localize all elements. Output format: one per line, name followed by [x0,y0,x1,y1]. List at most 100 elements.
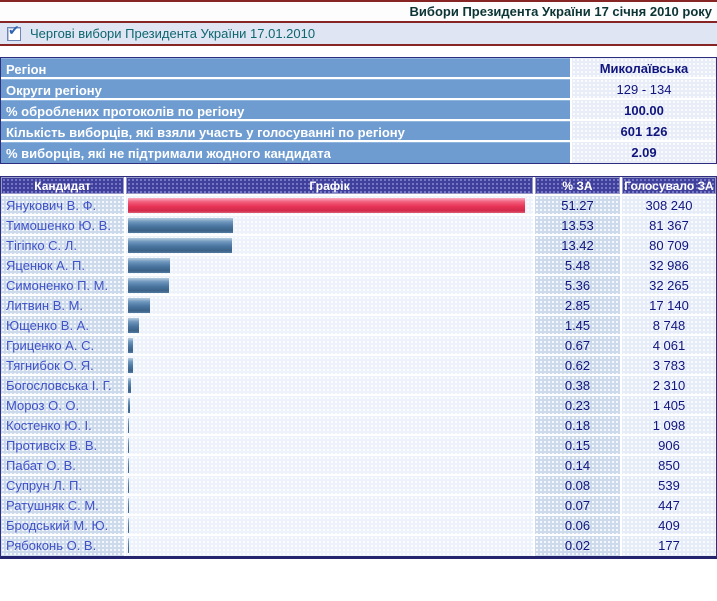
graph-cell [126,216,533,234]
votes-value: 32 986 [622,256,716,274]
candidate-name-link[interactable]: Симоненко П. М. [1,276,124,294]
column-separator [620,476,622,494]
header-rule [0,21,717,23]
column-separator [124,316,126,334]
column-separator [124,536,126,556]
votes-value: 308 240 [622,196,716,214]
percent-value: 0.62 [535,356,620,374]
column-header-graph: Графік [126,177,533,194]
results-row: Симоненко П. М. 5.36 32 265 [1,276,716,296]
column-separator [620,196,622,214]
votes-value: 4 061 [622,336,716,354]
page-title: Вибори Президента України 17 січня 2010 … [409,4,712,19]
graph-cell [126,256,533,274]
column-separator [533,177,535,194]
column-separator [124,476,126,494]
candidate-name-link[interactable]: Костенко Ю. І. [1,416,124,434]
candidate-name-link[interactable]: Ратушняк С. М. [1,496,124,514]
percent-value: 0.18 [535,416,620,434]
candidate-name-link[interactable]: Ющенко В. А. [1,316,124,334]
result-bar [128,318,140,333]
result-bar [128,258,171,273]
column-separator [533,396,535,414]
result-bar [128,398,130,413]
region-row-label: % оброблених протоколів по регіону [1,100,570,119]
percent-value: 1.45 [535,316,620,334]
election-checkbox[interactable]: ✔ [7,23,21,41]
votes-value: 17 140 [622,296,716,314]
candidate-name-link[interactable]: Противсіх В. В. [1,436,124,454]
column-separator [124,177,126,194]
column-separator [533,316,535,334]
results-header-row: Кандидат Графік % ЗА Голосувало ЗА [1,177,716,196]
top-rule [0,0,717,2]
candidate-name-link[interactable]: Литвин В. М. [1,296,124,314]
column-separator [124,336,126,354]
results-row: Богословська І. Г. 0.38 2 310 [1,376,716,396]
candidate-name-link[interactable]: Рябоконь О. В. [1,536,124,556]
results-row: Гриценко А. С. 0.67 4 061 [1,336,716,356]
column-separator [533,516,535,534]
results-row: Тігіпко С. Л. 13.42 80 709 [1,236,716,256]
votes-value: 3 783 [622,356,716,374]
candidate-name-link[interactable]: Супрун Л. П. [1,476,124,494]
candidate-name-link[interactable]: Богословська І. Г. [1,376,124,394]
column-separator [533,456,535,474]
candidate-name-link[interactable]: Бродський М. Ю. [1,516,124,534]
column-separator [124,196,126,214]
results-row: Ратушняк С. М. 0.07 447 [1,496,716,516]
votes-value: 409 [622,516,716,534]
region-row-value: 129 - 134 [570,79,716,98]
graph-cell [126,376,533,394]
column-separator [620,356,622,374]
results-body: Янукович В. Ф. 51.27 308 240 Тимошенко Ю. В… [1,196,716,556]
column-separator [620,396,622,414]
percent-value: 0.23 [535,396,620,414]
checkmark-icon: ✔ [8,21,20,38]
region-row-label: Кількість виборців, які взяли участь у г… [1,121,570,140]
graph-cell [126,516,533,534]
candidate-name-link[interactable]: Мороз О. О. [1,396,124,414]
votes-value: 80 709 [622,236,716,254]
percent-value: 51.27 [535,196,620,214]
region-info-row: Округи регіону 129 - 134 [1,79,716,100]
column-separator [124,216,126,234]
column-separator [620,177,622,194]
votes-value: 906 [622,436,716,454]
graph-cell [126,336,533,354]
candidate-name-link[interactable]: Янукович В. Ф. [1,196,124,214]
graph-cell [126,416,533,434]
region-row-label: % виборців, які не підтримали жодного ка… [1,142,570,163]
votes-value: 447 [622,496,716,514]
graph-cell [126,296,533,314]
column-header-candidate: Кандидат [1,177,124,194]
candidate-name-link[interactable]: Яценюк А. П. [1,256,124,274]
candidate-name-link[interactable]: Тягнибок О. Я. [1,356,124,374]
graph-cell [126,536,533,556]
graph-cell [126,356,533,374]
votes-value: 2 310 [622,376,716,394]
percent-value: 0.14 [535,456,620,474]
region-row-value: 100.00 [570,100,716,119]
percent-value: 0.06 [535,516,620,534]
percent-value: 5.48 [535,256,620,274]
result-bar [128,478,129,493]
column-separator [620,516,622,534]
percent-value: 5.36 [535,276,620,294]
votes-value: 539 [622,476,716,494]
column-separator [620,216,622,234]
result-bar [128,218,233,233]
column-separator [124,376,126,394]
candidate-name-link[interactable]: Тігіпко С. Л. [1,236,124,254]
column-header-votes: Голосувало ЗА [622,177,716,194]
candidate-name-link[interactable]: Пабат О. В. [1,456,124,474]
results-row: Супрун Л. П. 0.08 539 [1,476,716,496]
results-row: Тимошенко Ю. В. 13.53 81 367 [1,216,716,236]
column-separator [124,416,126,434]
percent-value: 0.08 [535,476,620,494]
region-row-label: Округи регіону [1,79,570,98]
candidate-name-link[interactable]: Тимошенко Ю. В. [1,216,124,234]
column-separator [533,196,535,214]
candidate-name-link[interactable]: Гриценко А. С. [1,336,124,354]
column-separator [533,476,535,494]
